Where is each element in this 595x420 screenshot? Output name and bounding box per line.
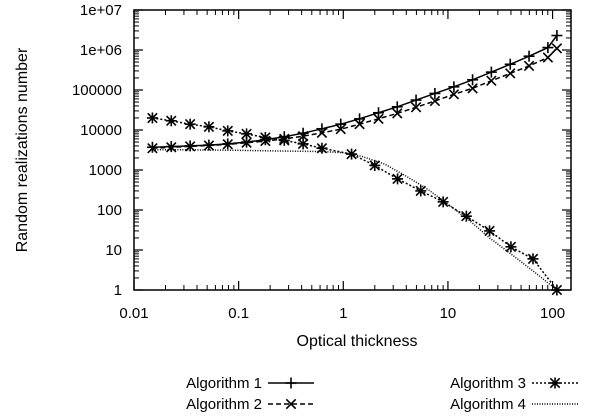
data-point — [527, 253, 539, 265]
data-point — [437, 196, 449, 208]
data-point — [542, 52, 554, 63]
data-point — [523, 50, 535, 62]
data-point — [373, 113, 384, 125]
data-point — [504, 58, 516, 70]
data-point — [392, 108, 403, 119]
y-tick-label: 1000 — [89, 162, 122, 179]
data-point — [429, 95, 441, 107]
data-point — [184, 118, 196, 130]
legend-marker — [285, 398, 297, 410]
data-point — [203, 121, 215, 133]
data-point — [551, 30, 563, 42]
legend-marker — [285, 377, 297, 389]
axes: 1 10 100 1000 10000 100000 1e+06 1e+07 0.01 0.1 1 1… — [72, 2, 572, 322]
data-point — [448, 89, 460, 100]
x-tick-label: 100 — [540, 305, 565, 322]
data-point — [460, 210, 472, 222]
data-point — [505, 68, 516, 79]
data-point — [297, 130, 309, 142]
y-tick-label: 10 — [105, 242, 122, 259]
x-tick-label: 1 — [339, 305, 347, 322]
y-tick-label: 100000 — [72, 82, 122, 99]
data-point — [241, 137, 252, 148]
y-tick-label: 1e+07 — [80, 2, 122, 19]
data-point — [241, 128, 253, 140]
data-point — [147, 142, 158, 154]
data-point — [259, 131, 271, 143]
legend-label: Algorithm 3 — [450, 375, 526, 392]
data-point — [467, 83, 478, 94]
legend-label: Algorithm 2 — [186, 396, 262, 413]
y-tick-label: 1 — [114, 282, 122, 299]
legend-item: Algorithm 1 — [186, 375, 314, 392]
series-2 — [147, 43, 563, 154]
data-point — [391, 101, 403, 113]
data-point — [542, 42, 554, 54]
x-tick-label: 0.1 — [228, 305, 249, 322]
x-axis-label: Optical thickness — [297, 333, 418, 350]
data-point — [203, 140, 215, 151]
data-point — [410, 94, 422, 106]
legend-item: Algorithm 4 — [450, 396, 578, 413]
data-point — [335, 123, 347, 135]
data-point — [278, 134, 290, 146]
data-point — [146, 112, 158, 124]
data-point — [523, 60, 535, 72]
legend-label: Algorithm 1 — [186, 375, 262, 392]
series-3 — [146, 112, 563, 296]
data-point — [485, 66, 497, 78]
y-axis-label: Random realizations number — [14, 47, 31, 252]
x-tick-label: 0.01 — [119, 305, 148, 322]
legend-item: Algorithm 2 — [186, 396, 314, 413]
data-point — [372, 107, 384, 119]
data-point — [484, 225, 496, 237]
data-point — [429, 87, 441, 99]
data-point — [415, 185, 427, 197]
legend: Algorithm 1 Algorithm 2 Algorithm 3 Algorit… — [186, 375, 578, 413]
data-point — [222, 125, 234, 137]
legend-item: Algorithm 3 — [450, 375, 578, 392]
plot-series — [146, 30, 563, 296]
data-point — [222, 139, 233, 150]
data-point — [354, 118, 365, 130]
data-point — [354, 113, 366, 125]
legend-label: Algorithm 4 — [450, 396, 526, 413]
data-point — [316, 127, 328, 139]
data-point — [467, 74, 479, 86]
data-point — [448, 81, 460, 93]
data-point — [369, 159, 381, 171]
legend-marker — [549, 377, 561, 389]
data-point — [486, 75, 497, 87]
y-tick-label: 10000 — [80, 122, 122, 139]
plot-frame — [133, 9, 572, 291]
data-point — [392, 173, 404, 185]
data-point — [410, 102, 422, 113]
data-point — [505, 241, 517, 253]
y-tick-label: 100 — [97, 202, 122, 219]
data-point — [335, 118, 347, 130]
x-tick-label: 10 — [440, 305, 457, 322]
data-point — [297, 138, 309, 150]
data-point — [551, 284, 563, 296]
data-point — [165, 115, 177, 127]
y-tick-label: 1e+06 — [80, 42, 122, 59]
data-point — [551, 43, 563, 54]
